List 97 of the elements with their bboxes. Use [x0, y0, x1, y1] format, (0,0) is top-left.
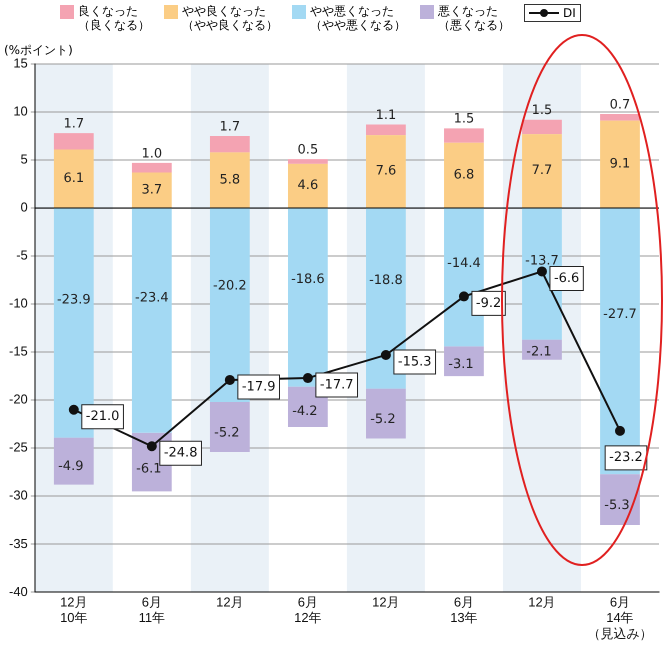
- bar: [132, 172, 172, 208]
- legend-label: DI: [563, 6, 576, 20]
- data-label: 1.1: [376, 108, 396, 123]
- legend-label: 良くなった（良くなる）: [78, 4, 150, 32]
- bar: [522, 134, 562, 208]
- data-label: -24.8: [164, 446, 198, 461]
- y-tick-label: -40: [8, 584, 28, 599]
- data-label: 6.1: [63, 170, 84, 186]
- bar: [54, 438, 94, 485]
- y-axis-title: (%ポイント): [4, 42, 73, 58]
- x-tick-label: 12月: [372, 594, 400, 610]
- x-tick-label: 6月14年（見込み）: [587, 594, 652, 641]
- data-label: -23.9: [56, 292, 91, 308]
- data-label: -5.2: [214, 425, 240, 440]
- x-tick-label: 6月12年: [294, 594, 322, 626]
- bar: [288, 159, 328, 164]
- data-label: -15.3: [398, 354, 432, 370]
- data-label: 1.0: [141, 146, 162, 162]
- data-label: 9.1: [610, 156, 630, 172]
- point: [68, 404, 79, 415]
- bar: [600, 114, 640, 121]
- data-label: -5.2: [370, 412, 396, 427]
- legend-label: 悪くなった（悪くなる）: [438, 4, 510, 32]
- bar: [132, 208, 172, 433]
- data-label: 3.7: [141, 182, 162, 198]
- data-label: -14.4: [447, 256, 481, 272]
- x-tick-label: 12月10年: [60, 594, 88, 626]
- data-label: 5.8: [220, 172, 240, 188]
- bar: [600, 120, 640, 208]
- data-label: 0.7: [610, 97, 630, 112]
- bar: [54, 149, 94, 208]
- x-tick-label: 6月11年: [138, 594, 166, 626]
- y-tick-label: -30: [8, 488, 28, 503]
- bar: [366, 135, 406, 208]
- data-label: 1.5: [454, 112, 474, 127]
- data-label: -18.6: [291, 272, 325, 288]
- data-label: -17.7: [320, 377, 354, 392]
- data-label: -3.1: [448, 357, 474, 372]
- y-tick-label: -35: [8, 536, 28, 551]
- y-tick-label: -5: [16, 248, 28, 263]
- data-label: -21.0: [86, 409, 120, 424]
- data-label: 7.6: [376, 164, 396, 179]
- bar: [210, 402, 250, 452]
- data-label: -6.6: [554, 270, 580, 286]
- bar: [522, 120, 562, 134]
- y-tick-label: -10: [8, 296, 28, 311]
- point: [458, 291, 469, 302]
- bar: [132, 162, 172, 173]
- y-tick-label: -15: [8, 344, 28, 359]
- legend-label: やや良くなった（やや良くなる）: [182, 4, 278, 32]
- data-label: -2.1: [526, 344, 552, 360]
- data-label: -23.2: [609, 450, 643, 466]
- data-label: 4.6: [298, 178, 318, 194]
- data-label: -5.3: [604, 498, 630, 514]
- data-label: 6.8: [454, 168, 474, 183]
- y-tick-label: 15: [13, 56, 28, 71]
- point: [380, 350, 391, 360]
- x-tick-label: 12月: [528, 594, 556, 610]
- bar: [444, 142, 484, 208]
- bar: [54, 133, 94, 150]
- bar: [366, 388, 406, 439]
- data-label: -27.7: [603, 307, 637, 322]
- data-label: -20.2: [213, 278, 247, 294]
- bar: [210, 152, 250, 208]
- y-tick-label: 5: [20, 152, 28, 167]
- data-label: 1.7: [220, 119, 240, 134]
- data-label: 0.5: [298, 142, 318, 158]
- data-label: -17.9: [242, 379, 276, 394]
- bar: [288, 164, 328, 208]
- bar: [444, 128, 484, 143]
- point: [536, 266, 547, 276]
- data-label: -23.4: [135, 290, 169, 306]
- point: [146, 441, 157, 452]
- data-label: 1.7: [63, 116, 84, 132]
- y-tick-label: -25: [8, 440, 28, 455]
- bar: [600, 474, 640, 525]
- point: [302, 373, 313, 384]
- data-label: -18.8: [369, 272, 403, 288]
- bar: [444, 346, 484, 376]
- legend-label: やや悪くなった（やや悪くなる）: [310, 4, 406, 32]
- data-label: -6.1: [136, 461, 162, 476]
- data-label: -9.2: [476, 296, 502, 311]
- data-label: 7.7: [532, 163, 552, 178]
- data-label: -4.2: [292, 404, 318, 420]
- bar: [522, 340, 562, 360]
- y-tick-label: 10: [13, 104, 28, 119]
- bar: [366, 124, 406, 136]
- x-tick-label: 12月: [216, 594, 244, 610]
- point: [614, 426, 625, 436]
- data-label: 1.5: [532, 103, 552, 118]
- point: [224, 374, 235, 385]
- y-tick-label: -20: [8, 392, 28, 407]
- bar: [210, 136, 250, 152]
- x-tick-label: 6月13年: [450, 594, 478, 626]
- data-label: -4.9: [58, 459, 84, 474]
- y-tick-label: 0: [20, 200, 28, 215]
- data-label: -13.7: [525, 253, 559, 268]
